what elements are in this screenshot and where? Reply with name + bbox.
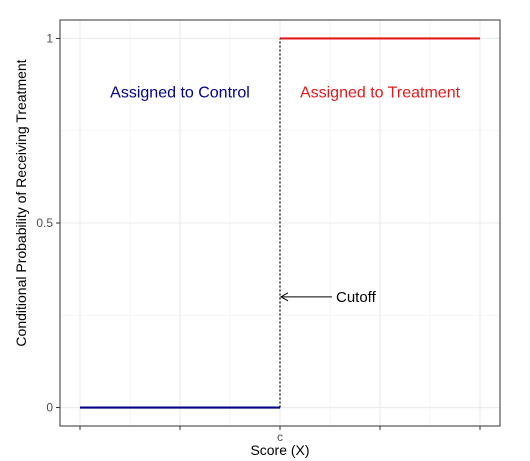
series-layer bbox=[80, 37, 480, 409]
cutoff-arrow-head bbox=[279, 292, 289, 302]
x-axis-title: Score (X) bbox=[250, 442, 309, 458]
cutoff-arrow bbox=[279, 292, 332, 302]
annotation-control: Assigned to Control bbox=[110, 85, 250, 102]
x-axis: c bbox=[79, 426, 481, 444]
y-axis: 00.51 bbox=[36, 31, 60, 415]
x-tick-label-cutoff: c bbox=[277, 430, 283, 444]
annotation-treatment: Assigned to Treatment bbox=[300, 85, 461, 102]
y-axis-title: Conditional Probability of Receiving Tre… bbox=[13, 59, 29, 346]
annotation-cutoff: Cutoff bbox=[336, 289, 377, 306]
y-tick-label: 0.5 bbox=[36, 216, 53, 230]
y-tick-label: 0 bbox=[46, 401, 53, 415]
y-tick-label: 1 bbox=[46, 31, 53, 45]
